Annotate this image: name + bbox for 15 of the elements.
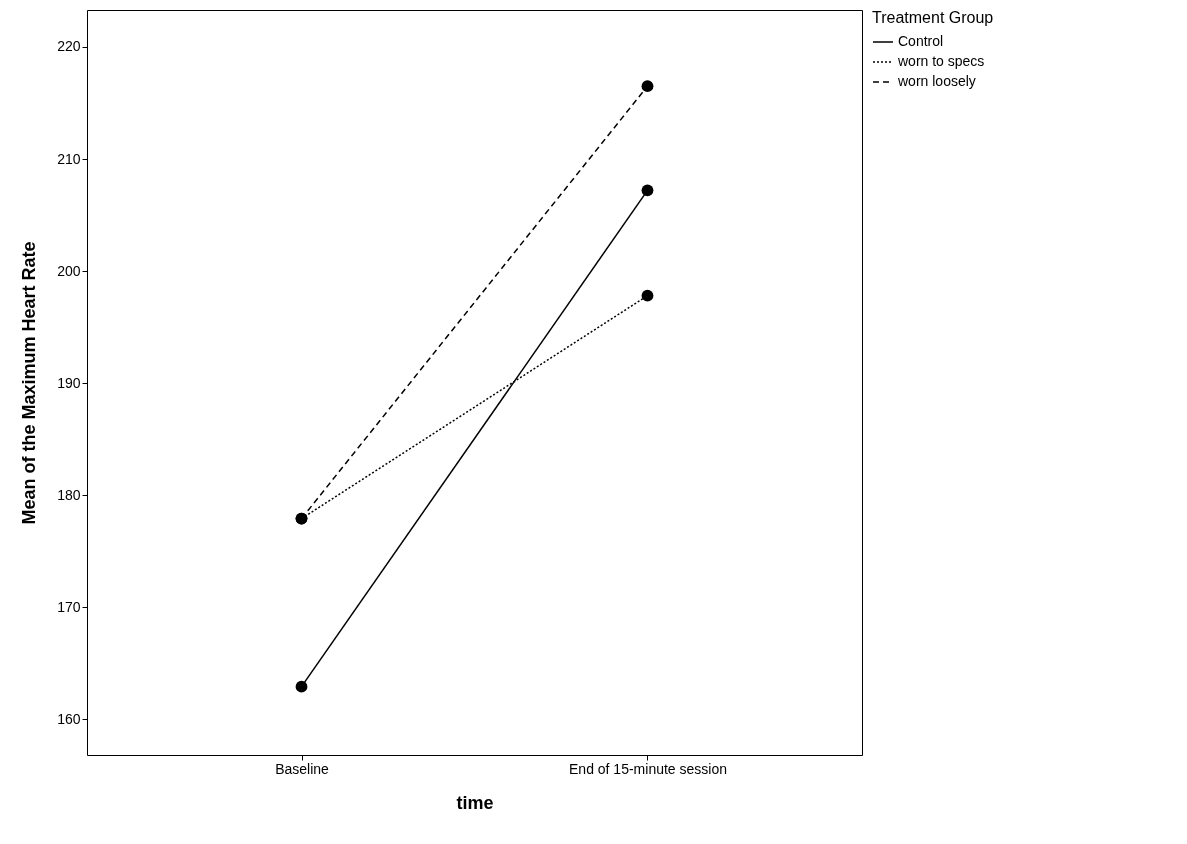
y-axis-title: Mean of the Maximum Heart Rate — [19, 241, 40, 525]
y-tick-label: 180 — [57, 486, 81, 503]
legend-label: worn loosely — [897, 73, 976, 89]
y-tick-label: 160 — [57, 710, 81, 727]
x-tick-label: End of 15-minute session — [569, 760, 727, 777]
legend-label: worn to specs — [897, 53, 985, 69]
x-tick-label: Baseline — [275, 760, 330, 777]
y-tick-label: 220 — [57, 38, 81, 55]
y-tick-label: 210 — [57, 150, 81, 167]
legend-title: Treatment Group — [872, 9, 994, 26]
y-tick-label: 190 — [57, 374, 81, 391]
x-axis-title: time — [456, 792, 494, 813]
legend-label: Control — [898, 33, 944, 49]
y-tick-label: 200 — [57, 262, 81, 279]
y-tick-label: 170 — [57, 598, 81, 615]
